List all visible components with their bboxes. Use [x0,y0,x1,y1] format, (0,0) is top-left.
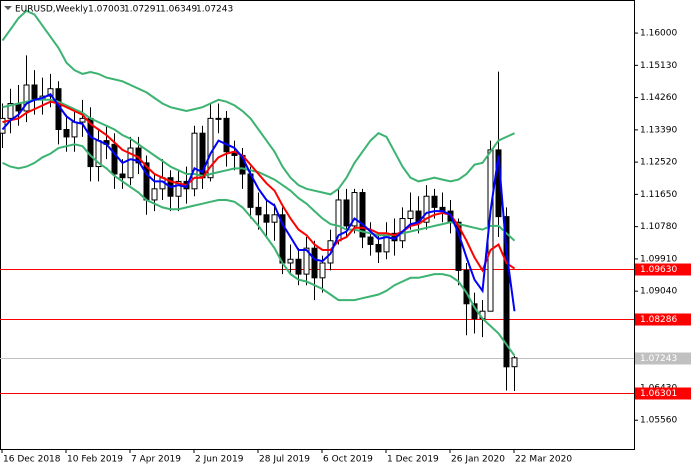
symbol-icon [4,6,12,10]
y-tick-label: 1.10780 [640,222,677,232]
price-level-label: 1.08286 [640,315,677,325]
candle-body [215,117,222,120]
x-tick-label: 22 Mar 2020 [515,455,572,465]
x-tick-label: 7 Apr 2019 [131,455,181,465]
candle-body [23,84,30,112]
x-tick-label: 16 Dec 2018 [3,455,61,465]
chart-title: EURUSD,Weekly [15,5,89,15]
y-tick-label: 1.13390 [640,125,677,135]
price-level-box [635,387,691,400]
candle-body [511,357,518,368]
x-tick-label: 26 Jan 2020 [451,455,505,465]
candle-body [351,192,358,227]
header-close: 1.07243 [196,5,233,15]
price-level-box [635,263,691,276]
candle-body [463,269,470,305]
candle-body [367,236,374,245]
x-tick-label: 1 Dec 2019 [387,455,439,465]
candle-body [303,247,310,275]
x-tick-label: 10 Feb 2019 [67,455,123,465]
candle-body [111,143,118,175]
candle-body [311,247,318,279]
candle-body [431,195,438,208]
price-level-label: 1.09630 [640,265,677,275]
indicator-line [2,98,516,242]
candle-body [31,84,38,101]
price-level-label: 1.07243 [640,354,677,364]
header-high: 1.07291 [124,5,161,15]
candle-body [407,210,414,219]
header-open: 1.07003 [88,5,125,15]
candle-body [375,243,382,253]
candle-body [79,117,86,123]
candle-body [71,121,78,138]
y-tick-label: 1.14260 [640,93,677,103]
candle-body [191,132,198,190]
y-tick-label: 1.12520 [640,158,677,168]
y-tick-label: 1.16000 [640,29,677,39]
x-tick-label: 6 Oct 2019 [323,455,373,465]
candle-body [423,195,430,223]
indicator-line [2,143,516,357]
candle-body [223,117,230,153]
header-low: 1.06349 [160,5,197,15]
marks [0,9,634,394]
candle-body [47,88,54,97]
indicator-line [2,100,516,273]
candle-body [263,214,270,223]
y-tick-label: 1.05560 [640,416,677,426]
price-level-label: 1.06301 [640,389,677,399]
candle-body [295,258,302,275]
plot-frame [0,0,635,450]
price-level-box [635,313,691,326]
candle-body [455,221,462,271]
y-tick-label: 1.09040 [640,287,677,297]
candle-body [271,214,278,223]
price-level-box [635,352,691,365]
candle-body [175,180,182,197]
candle-body [287,258,294,264]
candle-body [343,199,350,227]
indicator-line [1,9,515,196]
x-tick-label: 28 Jul 2019 [259,455,310,465]
candle-body [255,206,262,216]
y-tick-label: 1.11650 [640,190,677,200]
candle-body [127,147,134,179]
y-tick-label: 1.09910 [640,254,677,264]
candle-body [359,192,366,238]
indicator-line [1,93,516,312]
candle-body [63,128,70,138]
candle-body [0,117,6,134]
y-tick-label: 1.15130 [640,61,677,71]
candle-body [503,216,510,368]
candle-body [319,262,326,279]
candle-body [119,173,126,179]
candle-body [151,188,158,201]
candle-body [7,103,14,119]
x-tick-label: 2 Jun 2019 [195,455,244,465]
